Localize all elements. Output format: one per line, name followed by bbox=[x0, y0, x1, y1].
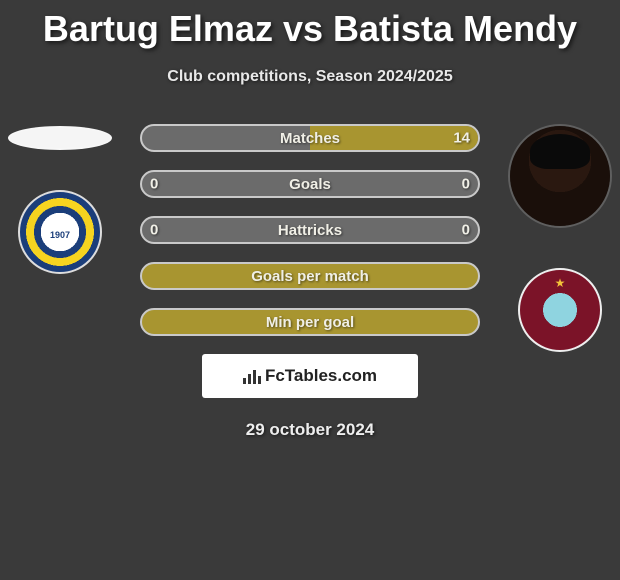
stat-row: Goals 0 0 bbox=[140, 170, 480, 198]
stat-bars: Matches 14 Goals 0 0 Hattricks 0 0 Goals per mat… bbox=[140, 124, 480, 336]
comparison-content: Matches 14 Goals 0 0 Hattricks 0 0 Goals per mat… bbox=[0, 124, 620, 440]
stat-label: Goals per match bbox=[251, 268, 369, 285]
stat-row: Goals per match bbox=[140, 262, 480, 290]
page-title: Bartug Elmaz vs Batista Mendy bbox=[0, 0, 620, 50]
stat-row: Hattricks 0 0 bbox=[140, 216, 480, 244]
right-player-column bbox=[500, 124, 620, 352]
subtitle: Club competitions, Season 2024/2025 bbox=[0, 68, 620, 86]
player1-club-badge bbox=[18, 190, 102, 274]
stat-row: Matches 14 bbox=[140, 124, 480, 152]
stat-label: Min per goal bbox=[266, 314, 354, 331]
player2-club-badge bbox=[518, 268, 602, 352]
stat-value-right: 14 bbox=[453, 130, 470, 147]
stat-value-right: 0 bbox=[462, 222, 470, 239]
date-label: 29 october 2024 bbox=[0, 420, 620, 440]
stat-label: Goals bbox=[289, 176, 331, 193]
stat-label: Matches bbox=[280, 130, 340, 147]
chart-icon bbox=[243, 368, 261, 384]
player1-photo bbox=[8, 126, 112, 150]
stat-row: Min per goal bbox=[140, 308, 480, 336]
player2-photo bbox=[508, 124, 612, 228]
stat-label: Hattricks bbox=[278, 222, 342, 239]
stat-value-right: 0 bbox=[462, 176, 470, 193]
stat-value-left: 0 bbox=[150, 176, 158, 193]
branding-text: FcTables.com bbox=[265, 366, 377, 386]
stat-value-left: 0 bbox=[150, 222, 158, 239]
branding-badge: FcTables.com bbox=[202, 354, 418, 398]
left-player-column bbox=[0, 124, 120, 274]
